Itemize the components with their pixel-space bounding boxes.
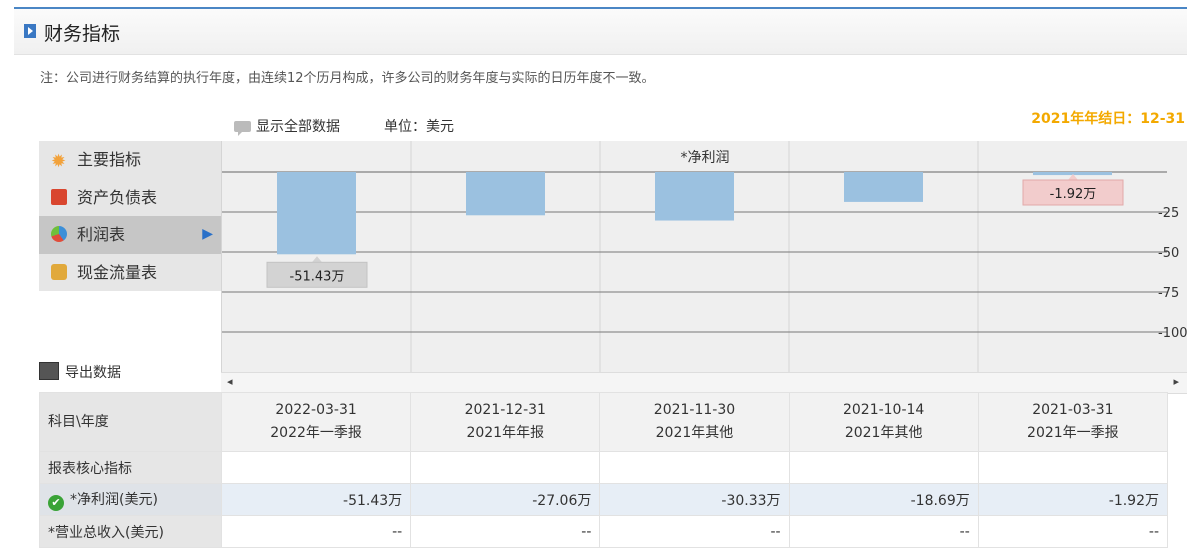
table-cell: -18.69万: [788, 483, 979, 516]
fiscal-year-end: 2021年年结日：12-31: [1031, 111, 1185, 127]
document-icon: [51, 188, 67, 205]
table-cell: -51.43万: [220, 483, 412, 516]
comment-icon: [234, 121, 251, 136]
y-tick-label: -75: [1158, 286, 1179, 301]
column-header[interactable]: 2021-03-31 2021年一季报: [977, 392, 1169, 452]
y-tick-label: -25: [1158, 206, 1179, 221]
column-date: 2022-03-31: [275, 402, 357, 418]
gear-icon: ✹: [51, 151, 67, 172]
scroll-left-icon[interactable]: ◂: [227, 375, 233, 388]
menu-item-label: 利润表: [77, 225, 126, 244]
play-arrow-icon: ▶: [202, 226, 213, 242]
menu-item-label: 现金流量表: [77, 262, 158, 282]
column-period: 2021年其他: [844, 425, 923, 441]
export-data-button[interactable]: 导出数据: [39, 362, 121, 382]
menu-item-main-indicators[interactable]: ✹ 主要指标: [39, 141, 221, 179]
financial-table: 科目\年度 2022-03-31 2022年一季报 2021-12-31 2021年…: [39, 392, 1169, 548]
scroll-right-icon[interactable]: ▸: [1173, 375, 1179, 388]
bar: [844, 172, 923, 202]
column-period: 2021年其他: [655, 425, 734, 441]
chart-scrollbar[interactable]: ◂ ▸: [221, 372, 1187, 394]
tooltip-pointer: [1068, 174, 1078, 180]
table-cell: [410, 451, 601, 484]
tooltip-pointer: [312, 256, 322, 263]
bar: [277, 172, 356, 255]
collapse-arrow-icon[interactable]: [24, 24, 36, 38]
table-cell: --: [599, 515, 790, 548]
column-header[interactable]: 2021-12-31 2021年年报: [410, 392, 601, 452]
export-label: 导出数据: [65, 365, 121, 381]
column-date: 2021-12-31: [464, 402, 546, 418]
row-label[interactable]: ✔ *净利润(美元): [39, 483, 222, 516]
column-period: 2021年年报: [466, 425, 545, 441]
menu-item-label: 资产负债表: [77, 187, 158, 207]
coins-icon: [51, 263, 67, 280]
table-cell: [788, 451, 979, 484]
column-header[interactable]: 2022-03-31 2022年一季报: [220, 392, 412, 452]
section-row: 报表核心指标: [39, 451, 1169, 484]
chart-title: *净利润: [681, 150, 730, 166]
section-title: 财务指标: [44, 23, 121, 45]
column-date: 2021-10-14: [842, 402, 925, 418]
export-icon: [39, 362, 59, 380]
table-cell: [599, 451, 790, 484]
column-date: 2021-11-30: [653, 402, 736, 418]
statement-menu: ✹ 主要指标 资产负债表 利润表 ▶ 现金流量表: [39, 141, 221, 291]
fiscal-note: 注：公司进行财务结算的执行年度，由连续12个历月构成，许多公司的财务年度与实际的…: [40, 71, 655, 86]
tooltip-label: -51.43万: [290, 269, 345, 284]
table-cell: [220, 451, 412, 484]
section-label: 报表核心指标: [39, 451, 222, 484]
table-row[interactable]: ✔ *净利润(美元) -51.43万 -27.06万 -30.33万 -18.69…: [39, 483, 1169, 516]
corner-cell: 科目\年度: [39, 392, 222, 452]
table-cell: -27.06万: [410, 483, 601, 516]
chart-svg: -25 -50 -75 -100 *净利润 -51.43万 -1.92万: [222, 141, 1187, 372]
menu-item-income-statement[interactable]: 利润表 ▶: [39, 216, 221, 254]
table-cell: --: [410, 515, 601, 548]
unit-label: 单位：美元: [384, 119, 454, 135]
y-tick-label: -50: [1158, 246, 1179, 261]
column-period: 2021年一季报: [1027, 425, 1119, 441]
bar: [1033, 172, 1112, 176]
table-cell: --: [788, 515, 979, 548]
column-header[interactable]: 2021-10-14 2021年其他: [788, 392, 979, 452]
menu-item-label: 主要指标: [77, 150, 142, 169]
tooltip-box: [266, 261, 368, 288]
table-cell: -30.33万: [599, 483, 790, 516]
bar: [466, 172, 545, 216]
section-header: 财务指标: [14, 9, 1187, 55]
y-tick-label: -100: [1158, 326, 1187, 341]
row-label-text: *净利润(美元): [70, 491, 158, 508]
tooltip-label: -1.92万: [1050, 187, 1097, 202]
table-row[interactable]: *营业总收入(美元) -- -- -- -- --: [39, 515, 1169, 548]
show-all-data-button[interactable]: 显示全部数据: [234, 116, 340, 136]
pie-chart-icon: [51, 226, 67, 242]
table-cell: --: [977, 515, 1169, 548]
column-period: 2022年一季报: [270, 425, 362, 441]
tooltip-box: [1022, 179, 1124, 206]
table-cell: --: [220, 515, 412, 548]
menu-item-balance-sheet[interactable]: 资产负债表: [39, 179, 221, 217]
row-label[interactable]: *营业总收入(美元): [39, 515, 222, 548]
show-all-label: 显示全部数据: [256, 119, 340, 135]
net-profit-chart: -25 -50 -75 -100 *净利润 -51.43万 -1.92万: [221, 141, 1187, 372]
table-header-row: 科目\年度 2022-03-31 2022年一季报 2021-12-31 2021年…: [39, 392, 1169, 452]
top-accent-bar: [14, 7, 1187, 9]
column-header[interactable]: 2021-11-30 2021年其他: [599, 392, 790, 452]
table-cell: -1.92万: [977, 483, 1169, 516]
bar: [655, 172, 734, 221]
column-date: 2021-03-31: [1032, 402, 1114, 418]
menu-item-cash-flow[interactable]: 现金流量表: [39, 254, 221, 292]
table-cell: [977, 451, 1169, 484]
checkmark-icon: ✔: [48, 494, 64, 511]
